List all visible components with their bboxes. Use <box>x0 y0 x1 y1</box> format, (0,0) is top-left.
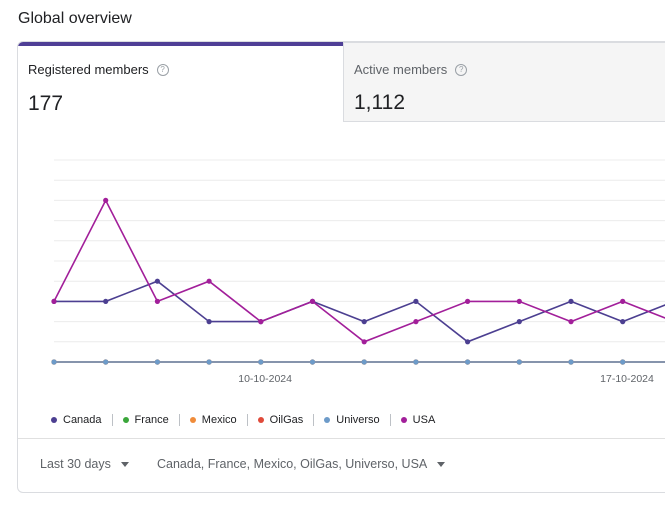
legend-dot-icon <box>324 417 331 423</box>
legend-item-universo[interactable]: Universo <box>324 414 380 426</box>
legend-label: Mexico <box>201 414 237 426</box>
data-point-universo[interactable] <box>568 359 574 365</box>
tab-active-members-label: Active members <box>354 62 448 77</box>
data-point-universo[interactable] <box>516 359 522 365</box>
data-point-universo[interactable] <box>465 359 471 365</box>
data-point-canada[interactable] <box>206 319 212 325</box>
data-point-canada[interactable] <box>465 339 471 345</box>
data-point-canada[interactable] <box>413 298 419 304</box>
legend-label: USA <box>412 414 436 426</box>
legend-dot-icon <box>400 417 407 423</box>
legend-label: OilGas <box>269 414 304 426</box>
members-line-chart: 10-10-2024 17-10-2024 <box>18 122 665 412</box>
legend-dot-icon <box>51 417 57 423</box>
legend-separator <box>389 414 391 426</box>
tab-registered-members-label: Registered members <box>28 62 149 77</box>
legend-separator <box>313 414 315 426</box>
legend-label: Canada <box>63 414 102 426</box>
overview-card: Registered members ? 177 Active members … <box>17 41 665 493</box>
data-point-canada[interactable] <box>103 298 109 304</box>
data-point-usa[interactable] <box>103 197 109 203</box>
tab-active-members[interactable]: Active members ? 1,112 <box>343 42 665 122</box>
legend-item-canada[interactable]: Canada <box>51 414 102 426</box>
tab-registered-members[interactable]: Registered members ? 177 <box>18 42 343 122</box>
data-point-universo[interactable] <box>51 359 57 365</box>
active-members-value: 1,112 <box>354 91 405 114</box>
legend-item-mexico[interactable]: Mexico <box>189 414 237 426</box>
chevron-down-icon <box>437 462 446 467</box>
legend-separator <box>246 414 248 426</box>
data-point-universo[interactable] <box>154 359 160 365</box>
chart-controls: Last 30 days Canada, France, Mexico, Oil… <box>18 438 665 492</box>
data-point-usa[interactable] <box>206 278 212 284</box>
data-point-canada[interactable] <box>361 319 367 325</box>
data-point-universo[interactable] <box>361 359 367 365</box>
date-range-select[interactable]: Last 30 days <box>40 457 129 471</box>
data-point-universo[interactable] <box>309 359 316 365</box>
chevron-down-icon <box>120 462 129 467</box>
page-title: Global overview <box>18 10 132 27</box>
chart-svg: 10-10-2024 17-10-2024 <box>51 159 665 385</box>
data-point-universo[interactable] <box>413 359 419 365</box>
x-tick-label: 10-10-2024 <box>238 373 292 385</box>
country-filter-select[interactable]: Canada, France, Mexico, OilGas, Universo… <box>157 457 446 471</box>
data-point-usa[interactable] <box>516 298 522 304</box>
data-point-canada[interactable] <box>568 298 574 304</box>
x-tick-label: 17-10-2024 <box>600 373 654 385</box>
data-point-usa[interactable] <box>465 298 471 304</box>
data-point-canada[interactable] <box>620 319 626 325</box>
legend-item-france[interactable]: France <box>122 414 169 426</box>
data-point-universo[interactable] <box>103 359 109 365</box>
chart-legend: Canada France Mexico OilGas Universo USA <box>51 414 435 426</box>
data-point-usa[interactable] <box>568 319 574 325</box>
data-point-usa[interactable] <box>361 339 367 345</box>
legend-label: France <box>134 414 169 426</box>
data-point-usa[interactable] <box>154 298 160 304</box>
legend-label: Universo <box>336 414 380 426</box>
help-icon[interactable]: ? <box>455 63 468 76</box>
data-point-usa[interactable] <box>51 298 57 304</box>
legend-separator <box>178 414 180 426</box>
data-point-universo[interactable] <box>258 359 264 365</box>
date-range-label: Last 30 days <box>40 457 111 471</box>
metric-tabs: Registered members ? 177 Active members … <box>18 42 665 122</box>
data-point-canada[interactable] <box>516 319 522 325</box>
legend-item-oilgas[interactable]: OilGas <box>257 414 304 426</box>
registered-members-value: 177 <box>28 92 64 115</box>
country-filter-label: Canada, France, Mexico, OilGas, Universo… <box>157 457 428 471</box>
legend-dot-icon <box>189 417 196 423</box>
data-point-canada[interactable] <box>154 278 160 284</box>
data-point-usa[interactable] <box>413 319 419 325</box>
legend-dot-icon <box>257 417 264 423</box>
legend-separator <box>111 414 113 426</box>
data-point-universo[interactable] <box>620 359 626 365</box>
data-point-usa[interactable] <box>258 319 264 325</box>
help-icon[interactable]: ? <box>156 63 169 76</box>
data-point-usa[interactable] <box>309 298 316 304</box>
legend-item-usa[interactable]: USA <box>400 414 436 426</box>
data-point-universo[interactable] <box>206 359 212 365</box>
legend-dot-icon <box>122 417 129 423</box>
data-point-usa[interactable] <box>620 298 626 304</box>
series-line-canada <box>54 280 665 343</box>
